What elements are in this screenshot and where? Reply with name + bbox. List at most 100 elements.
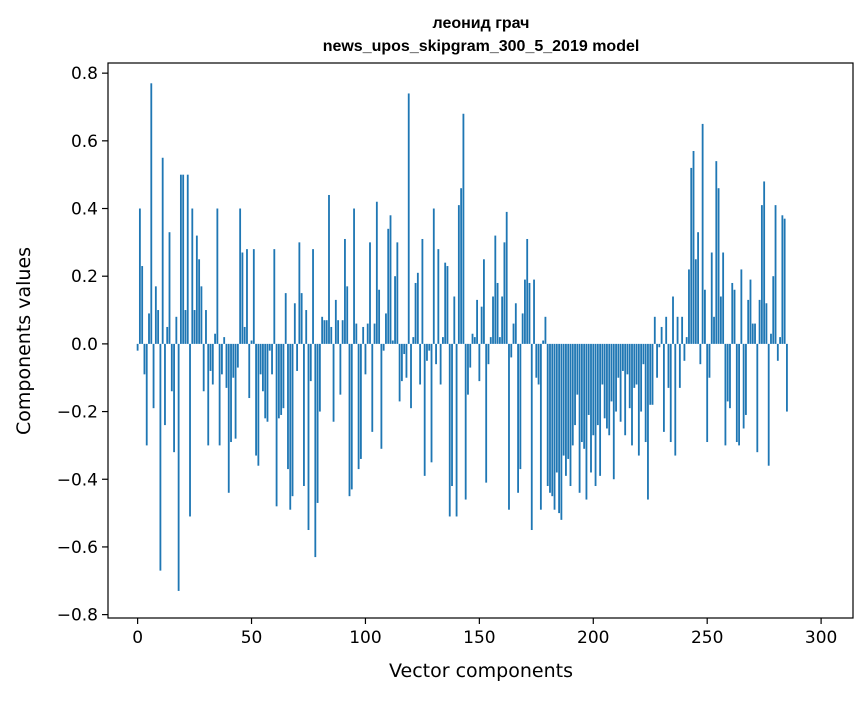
- bar: [268, 343, 271, 351]
- bar: [200, 286, 203, 344]
- bar: [617, 343, 620, 378]
- bar: [615, 343, 617, 412]
- bar: [195, 235, 198, 344]
- bar: [332, 343, 335, 422]
- plot-frame: [107, 62, 854, 619]
- bar: [437, 249, 440, 344]
- bar: [649, 343, 652, 405]
- bar: [432, 208, 435, 344]
- bar: [601, 343, 604, 385]
- bar: [318, 343, 321, 412]
- bar: [508, 343, 510, 510]
- bar: [742, 343, 745, 429]
- bar: [678, 343, 681, 388]
- bar: [207, 343, 210, 446]
- bar: [665, 316, 668, 344]
- bar: [225, 343, 228, 388]
- bar: [394, 276, 396, 344]
- bar: [246, 249, 248, 344]
- bar: [300, 293, 303, 344]
- bar: [309, 343, 312, 382]
- y-tick-label: 0.4: [71, 200, 98, 220]
- bar: [612, 343, 615, 480]
- bar: [435, 343, 437, 365]
- bar: [428, 343, 431, 351]
- bar: [177, 343, 180, 591]
- bar: [578, 343, 581, 493]
- bar: [275, 343, 278, 507]
- bar: [558, 343, 561, 514]
- bar: [498, 337, 501, 344]
- bar: [704, 289, 706, 344]
- bar: [496, 282, 499, 344]
- bar: [555, 343, 558, 473]
- bar: [637, 343, 640, 456]
- bar: [478, 343, 481, 382]
- bar: [590, 343, 592, 473]
- bar: [444, 262, 447, 344]
- bar: [694, 259, 697, 344]
- bar: [517, 343, 519, 493]
- bar: [446, 266, 449, 344]
- bar: [571, 343, 574, 446]
- bar: [385, 313, 387, 344]
- y-tick-label: 0.2: [71, 267, 98, 287]
- bar: [414, 282, 417, 344]
- bar: [569, 343, 572, 487]
- bar: [266, 343, 269, 422]
- chart-title-line1: леонид грач: [433, 15, 530, 32]
- bar: [526, 238, 529, 344]
- bar: [576, 343, 579, 395]
- bar: [323, 320, 326, 344]
- bar: [514, 303, 517, 344]
- bar: [692, 150, 695, 344]
- bar: [214, 333, 216, 344]
- bar: [628, 343, 631, 409]
- bar: [585, 343, 588, 500]
- y-tick-label: −0.2: [57, 403, 98, 423]
- bar: [660, 326, 663, 344]
- bar: [562, 343, 565, 456]
- x-tick-label: 200: [577, 628, 609, 648]
- bar: [776, 343, 779, 361]
- bar: [161, 157, 164, 344]
- bar: [492, 296, 494, 344]
- bar: [430, 343, 433, 463]
- bar: [362, 326, 365, 344]
- bar: [193, 310, 196, 344]
- bar: [380, 343, 383, 449]
- bar: [328, 194, 330, 344]
- bar: [633, 343, 636, 388]
- bar: [715, 161, 718, 344]
- bar: [758, 299, 761, 344]
- bar: [344, 238, 346, 344]
- bar: [651, 343, 654, 405]
- bar: [501, 296, 504, 344]
- bar: [321, 316, 324, 344]
- y-tick-label: −0.4: [57, 470, 98, 490]
- bar: [786, 343, 788, 412]
- bar: [726, 343, 729, 402]
- bar: [779, 337, 781, 344]
- bar: [681, 316, 684, 344]
- bar: [767, 343, 770, 466]
- bar: [337, 320, 340, 344]
- bar: [469, 343, 472, 368]
- bar: [423, 343, 426, 476]
- bar: [400, 343, 403, 382]
- bar: [535, 343, 538, 378]
- bar: [442, 337, 444, 344]
- bar: [138, 208, 141, 344]
- bar: [378, 289, 381, 344]
- bar: [713, 316, 715, 344]
- bar: [733, 289, 736, 344]
- bar: [656, 343, 658, 378]
- bar: [145, 343, 148, 446]
- bar: [724, 343, 727, 446]
- y-tick-label: 0.0: [71, 335, 98, 355]
- bar: [608, 343, 611, 436]
- bar: [280, 343, 283, 415]
- bar: [631, 343, 633, 446]
